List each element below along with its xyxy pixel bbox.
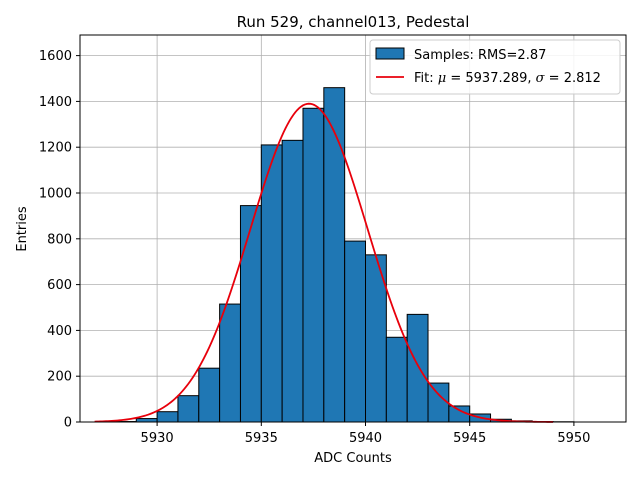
histogram-bar: [323, 87, 346, 423]
histogram-bar: [156, 411, 179, 423]
histogram-bar: [344, 240, 367, 423]
legend-samples-swatch: [375, 47, 405, 60]
y-tick-label: 1600: [39, 49, 72, 64]
y-tick-label: 0: [64, 416, 72, 431]
legend-sigma-value: = 2.812: [545, 71, 601, 86]
y-axis: 0 200 400 600 800 1000 1200 1400 1600: [39, 49, 80, 431]
histogram-bar: [177, 395, 200, 423]
plot-frame: [79, 34, 627, 423]
legend-fit-label: Fit: μ = 5937.289, σ = 2.812: [414, 71, 601, 86]
grid: [80, 35, 626, 423]
legend-mu-value: = 5937.289,: [446, 71, 535, 86]
legend-box: [369, 39, 621, 95]
x-axis-label: ADC Counts: [314, 451, 392, 466]
x-tick-label: 5945: [453, 431, 486, 446]
x-tick-label: 5930: [141, 431, 174, 446]
legend-samples-label: Samples: RMS=2.87: [414, 48, 546, 63]
x-tick-label: 5950: [557, 431, 590, 446]
legend: Samples: RMS=2.87 Fit: μ = 5937.289, σ =…: [369, 39, 621, 95]
legend-mu-symbol: μ: [438, 71, 446, 86]
y-tick-label: 800: [47, 232, 72, 247]
histogram-bar: [135, 418, 158, 423]
chart-title: Run 529, channel013, Pedestal: [237, 13, 470, 31]
x-tick-label: 5935: [245, 431, 278, 446]
histogram-bar: [219, 303, 241, 423]
fit-curve: [94, 102, 554, 423]
y-tick-label: 400: [47, 324, 72, 339]
x-axis: 5930 5935 5940 5945 5950: [141, 422, 590, 446]
y-tick-label: 200: [47, 370, 72, 385]
histogram-bar: [385, 336, 408, 423]
x-tick-label: 5940: [349, 431, 382, 446]
y-tick-label: 1200: [39, 141, 72, 156]
y-tick-label: 600: [47, 278, 72, 293]
y-axis-label: Entries: [15, 206, 30, 252]
histogram-bars: [114, 87, 575, 423]
fit-curve-layer: [94, 102, 554, 423]
histogram-bar: [427, 382, 450, 423]
histogram-bar: [198, 367, 221, 423]
histogram-bar: [302, 107, 325, 423]
histogram-bar: [406, 313, 429, 423]
histogram-bar: [281, 139, 304, 423]
legend-sigma-symbol: σ: [536, 71, 546, 86]
legend-fit-prefix: Fit:: [414, 71, 438, 86]
y-tick-label: 1400: [39, 95, 72, 110]
histogram-bar: [239, 205, 262, 423]
y-tick-label: 1000: [39, 187, 72, 202]
